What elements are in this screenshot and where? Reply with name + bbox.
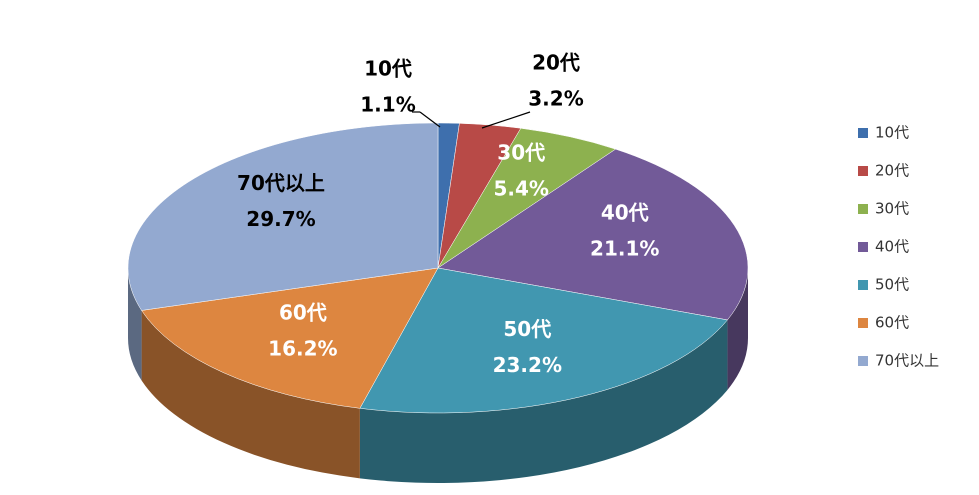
legend-label: 10代 — [875, 124, 909, 142]
pie-slice — [359, 267, 728, 414]
legend-label: 20代 — [875, 162, 909, 180]
data-label-name: 50代 — [503, 317, 551, 341]
data-label-name: 60代 — [279, 301, 327, 325]
data-label-name: 40代 — [601, 201, 649, 225]
pie-slice — [437, 148, 749, 321]
pie-side — [359, 319, 728, 483]
data-label-value: 5.4% — [493, 176, 548, 200]
legend-swatch — [858, 318, 868, 328]
legend-swatch — [858, 128, 868, 138]
pie-slice — [127, 122, 439, 311]
legend-label: 40代 — [875, 238, 909, 256]
data-label-value: 3.2% — [528, 87, 583, 111]
legend-swatch — [858, 356, 868, 366]
data-label-name: 30代 — [497, 140, 545, 164]
legend-swatch — [858, 280, 868, 290]
data-label-value: 16.2% — [268, 337, 337, 361]
data-label-name: 10代 — [364, 57, 412, 81]
pie-side — [727, 268, 748, 390]
data-label-value: 23.2% — [493, 353, 562, 377]
legend-swatch — [858, 242, 868, 252]
legend-label: 30代 — [875, 200, 909, 218]
data-label-value: 21.1% — [590, 237, 659, 261]
leader-line — [419, 111, 441, 128]
legend-swatch — [858, 204, 868, 214]
pie-slice — [141, 267, 439, 409]
data-label-value: 29.7% — [246, 207, 315, 231]
pie-side — [128, 268, 142, 381]
data-label-name: 70代以上 — [237, 171, 325, 195]
data-label-name: 20代 — [532, 51, 580, 75]
legend-label: 50代 — [875, 276, 909, 294]
leader-line — [481, 111, 531, 129]
legend-label: 60代 — [875, 314, 909, 332]
legend-swatch — [858, 166, 868, 176]
legend-label: 70代以上 — [875, 352, 939, 370]
data-label-value: 1.1% — [360, 93, 415, 117]
pie-side — [141, 310, 360, 479]
